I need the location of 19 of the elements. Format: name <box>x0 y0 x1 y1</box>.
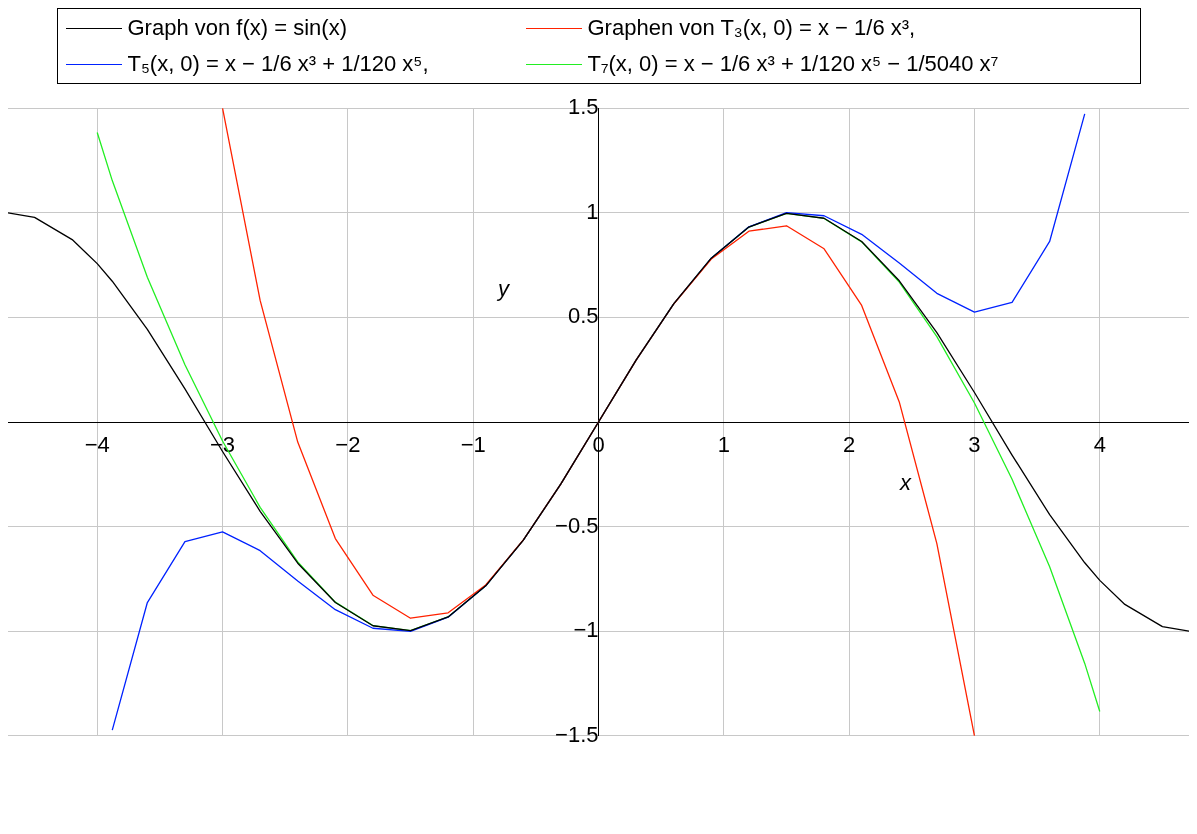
x-tick-label: 2 <box>843 432 856 458</box>
x-tick-label: 4 <box>1093 432 1106 458</box>
y-tick-label: −0.5 <box>555 512 599 538</box>
legend-label: T₇(x, 0) = x − 1/6 x³ + 1/120 x⁵ − 1/5040 x⁷ <box>587 51 999 77</box>
x-tick-label: 1 <box>717 432 730 458</box>
y-tick-label: −1.5 <box>555 721 599 747</box>
x-tick-label: −2 <box>335 432 361 458</box>
y-tick-label: 0.5 <box>567 303 599 329</box>
x-axis-title: x <box>899 470 913 495</box>
legend-label: Graph von f(x) = sin(x) <box>127 15 347 41</box>
y-tick-label: 1.5 <box>567 94 599 120</box>
y-axis-title: y <box>496 276 511 302</box>
y-tick-label: 1 <box>586 198 599 224</box>
legend-label: T₅(x, 0) = x − 1/6 x³ + 1/120 x⁵, <box>127 51 429 77</box>
x-tick-label: −1 <box>460 432 486 458</box>
y-tick-label: −1 <box>573 617 599 643</box>
x-tick-label: 3 <box>968 432 981 458</box>
legend-label: Graphen von T₃(x, 0) = x − 1/6 x³, <box>587 15 916 41</box>
x-tick-label: −4 <box>84 432 110 458</box>
